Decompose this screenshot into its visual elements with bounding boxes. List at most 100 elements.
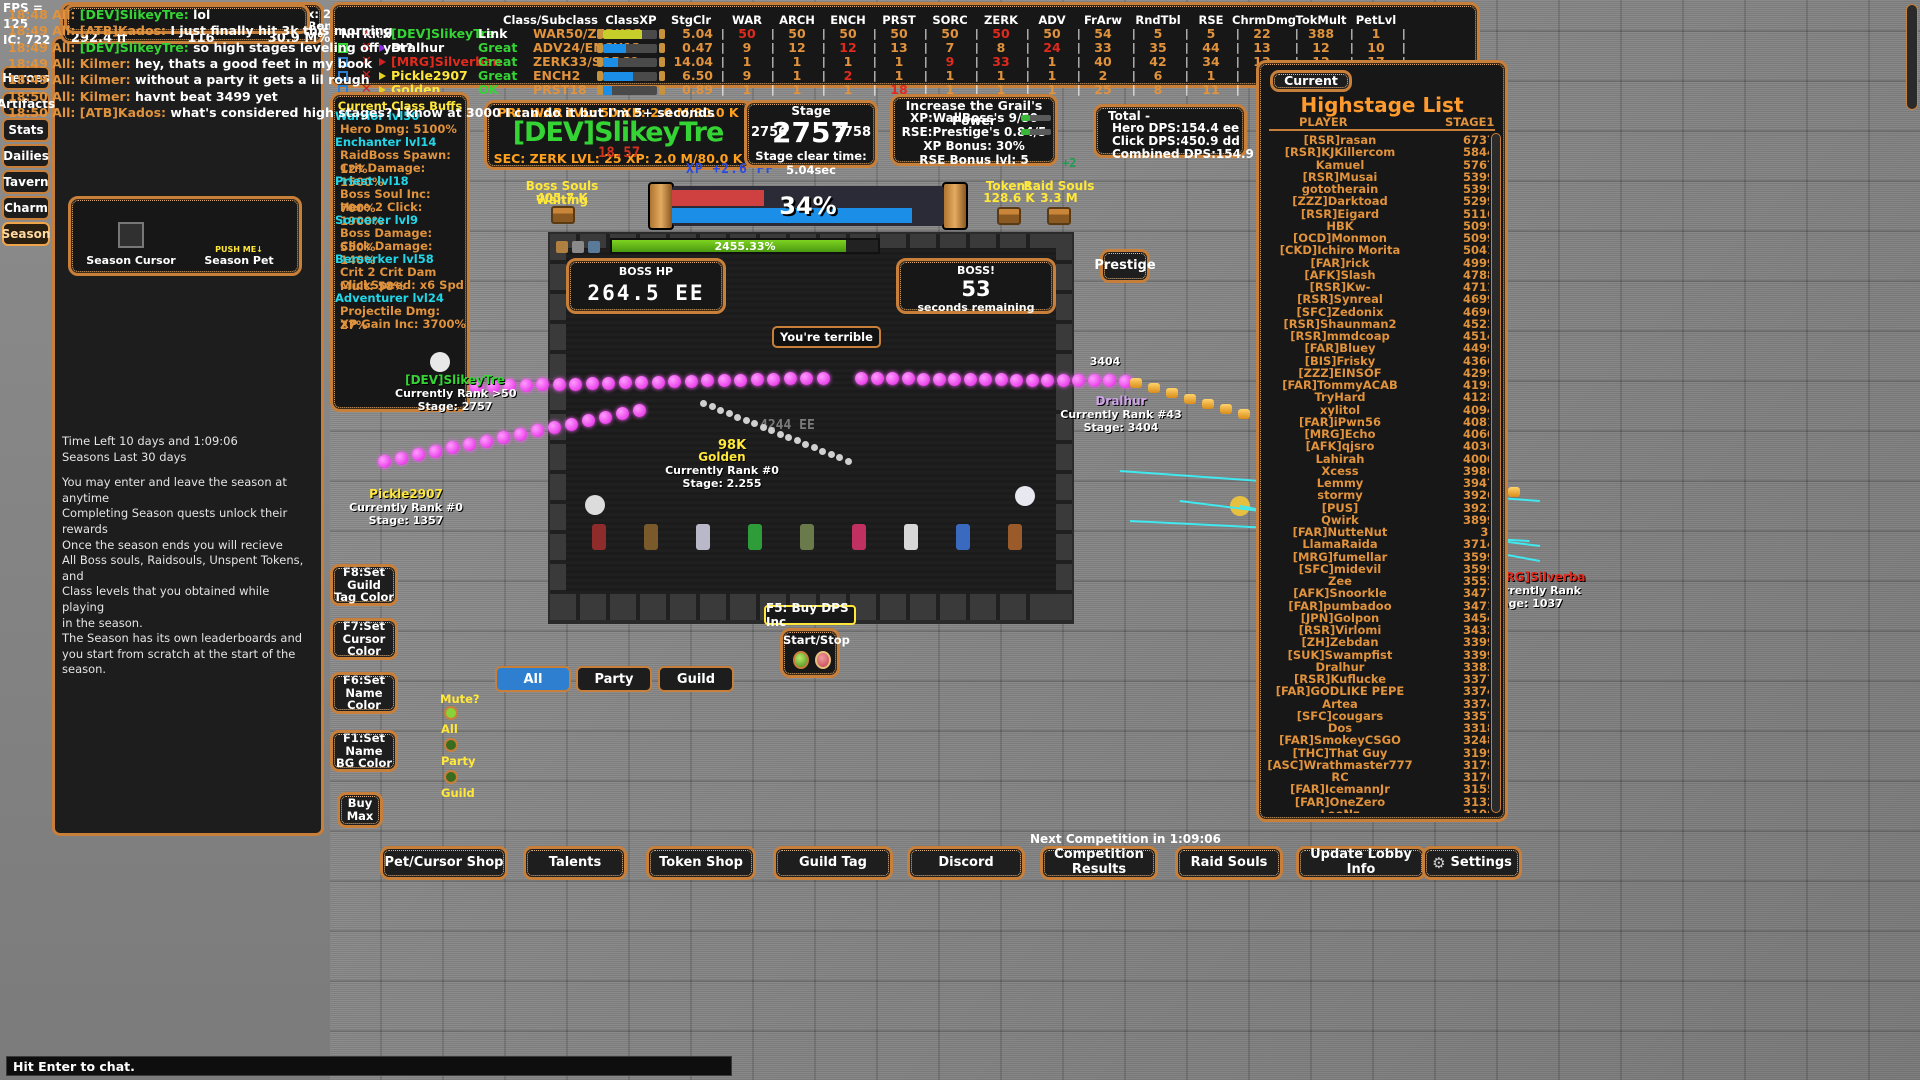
roster-player-name[interactable]: [MRG]Silverban (391, 54, 502, 69)
leaderboard-row[interactable]: [FAR]NutteNut 3? (1265, 525, 1489, 539)
sidebar-item-charm[interactable]: Charm (2, 196, 50, 220)
roster-player-name[interactable]: Pickle2907 (391, 68, 468, 83)
color-button-f7[interactable]: F7:Set Cursor Color (330, 618, 398, 660)
leaderboard-row[interactable]: xylitol 4094 (1265, 403, 1489, 417)
leaderboard-row[interactable]: [AFK]Snoorkle 3477 (1265, 586, 1489, 600)
leaderboard-row[interactable]: [OCD]Monmon 5099 (1265, 231, 1489, 245)
bottom-nav-pet-cursor-shop[interactable]: Pet/Cursor Shop (380, 846, 508, 880)
season-cursor-slot[interactable]: Season Cursor (81, 209, 181, 267)
chat-radio-all[interactable] (444, 706, 458, 720)
leaderboard-row[interactable]: stormy 3926 (1265, 488, 1489, 502)
buy-dps-button[interactable]: F5: Buy DPS Inc (764, 601, 856, 629)
leaderboard-row[interactable]: [RSR]Kuflucke 3377 (1265, 672, 1489, 686)
leaderboard-row[interactable]: [AFK]qjsro 4030 (1265, 439, 1489, 453)
roster-kick-button[interactable]: ✕ (361, 68, 372, 83)
leaderboard-current-button[interactable]: Current (1270, 70, 1352, 92)
season-pet-slot[interactable]: PUSH ME↓ Season Pet (189, 209, 289, 267)
raid-souls-chest-icon[interactable] (1047, 207, 1071, 225)
chat-radio-party[interactable] (444, 738, 458, 752)
sidebar-item-heroes[interactable]: Heroes (2, 66, 50, 90)
grail-upgrade-bar[interactable] (1021, 115, 1051, 121)
enemy-sprite[interactable] (956, 524, 970, 550)
hero-sprite[interactable] (585, 495, 605, 515)
roster-player-name[interactable]: [DEV]SlikeyTre (391, 26, 495, 41)
leaderboard-row[interactable]: [RSR]mmdcoap 4514 (1265, 329, 1489, 343)
leaderboard-row[interactable]: Dos 3318 (1265, 721, 1489, 735)
enemy-sprite[interactable] (644, 524, 658, 550)
sidebar-item-stats[interactable]: Stats (2, 118, 50, 142)
hero-sprite[interactable] (1015, 486, 1035, 506)
leaderboard-row[interactable]: Kamuel 5767 (1265, 158, 1489, 172)
roster-kick-button[interactable]: ✕ (361, 40, 372, 55)
roster-player-name[interactable]: Dralhur (391, 40, 445, 55)
leaderboard-row[interactable]: [AFK]Slash 4788 (1265, 268, 1489, 282)
leaderboard-row[interactable]: Xcess 3986 (1265, 464, 1489, 478)
leaderboard-row[interactable]: [PUS] 3921 (1265, 501, 1489, 515)
bottom-nav-update-lobby-info[interactable]: Update Lobby Info (1296, 846, 1426, 880)
leaderboard-row[interactable]: [SUK]Swampfist 3399 (1265, 648, 1489, 662)
sidebar-item-artifacts[interactable]: Artifacts (0, 92, 55, 116)
leaderboard-row[interactable]: gototherain 5399 (1265, 182, 1489, 196)
chat-tab-party[interactable]: Party (576, 666, 652, 692)
hero-sprite[interactable] (430, 352, 450, 372)
shield-icon[interactable] (572, 241, 584, 253)
leaderboard-row[interactable]: [FAR]SmokeyCSGO 3248 (1265, 733, 1489, 747)
leaderboard-rows[interactable]: [RSR]rasan6737[RSR]KJKillercom5844Kamuel… (1265, 133, 1489, 813)
leaderboard-row[interactable]: [FAR]Bluey 4499 (1265, 341, 1490, 355)
chat-tab-all[interactable]: All (495, 666, 571, 692)
leaderboard-row[interactable]: [FAR]IcemannJr 3155 (1265, 782, 1489, 796)
sword-icon[interactable] (556, 241, 568, 253)
enemy-sprite[interactable] (592, 524, 606, 550)
leaderboard-row[interactable]: [FAR]rick 4999 (1265, 256, 1489, 270)
chat-input[interactable]: Hit Enter to chat. (6, 1056, 732, 1076)
leaderboard-row[interactable]: [RSR]Shaunman2 4523 (1265, 317, 1489, 331)
sidebar-item-season[interactable]: Season (2, 222, 50, 246)
roster-nh-checkbox[interactable] (338, 57, 348, 67)
color-button-f1[interactable]: F1:Set Name BG Color (330, 730, 398, 772)
leaderboard-row[interactable]: LlamaRaida 3714 (1265, 537, 1489, 551)
leaderboard-row[interactable]: [ZZZ]Darktoad 5299 (1265, 194, 1489, 208)
leaderboard-row[interactable]: Zee 3553 (1265, 574, 1489, 588)
leaderboard-row[interactable]: [MRG]Echo 4060 (1265, 427, 1489, 441)
leaderboard-row[interactable]: [ASC]Wrathmaster777 3179 (1265, 758, 1489, 772)
leaderboard-row[interactable]: [RSR]Virlomi 3432 (1265, 623, 1489, 637)
player-roster-table[interactable]: Class/Subclass ClassXP StgClr WAR ARCH ENCH PR… (330, 2, 1480, 97)
roster-kick-button[interactable]: ✕ (361, 54, 372, 69)
stop-button[interactable] (815, 651, 831, 669)
arena-toolbar-icons[interactable] (556, 238, 606, 256)
leaderboard-row[interactable]: [THC]That Guy 3199 (1265, 746, 1489, 760)
roster-kick-button[interactable]: ✕ (361, 26, 372, 41)
leaderboard-row[interactable]: [RSR]Musai 5399 (1265, 170, 1489, 184)
leaderboard-row[interactable]: [JPN]Golpon 3454 (1265, 611, 1489, 625)
color-button-f8[interactable]: F8:Set Guild Tag Color (330, 564, 398, 606)
leaderboard-row[interactable]: [RSR]Kw- 4711 (1265, 280, 1489, 294)
leaderboard-row[interactable]: [MRG]fumellar 3599 (1265, 550, 1489, 564)
leaderboard-row[interactable]: [SFC]Zedonix 4696 (1265, 305, 1489, 319)
bottom-nav-raid-souls[interactable]: Raid Souls (1175, 846, 1283, 880)
leaderboard-row[interactable]: [FAR]pumbadoo 3471 (1265, 599, 1489, 613)
leaderboard-row[interactable]: Dralhur 3383 (1265, 660, 1489, 674)
bottom-nav-competition-results[interactable]: Competition Results (1040, 846, 1158, 880)
color-button-buymax[interactable]: Buy Max (337, 792, 383, 828)
leaderboard-scrollbar[interactable] (1491, 133, 1501, 813)
bottom-nav-discord[interactable]: Discord (907, 846, 1025, 880)
leaderboard-row[interactable]: [RSR]rasan 6737 (1265, 133, 1489, 147)
chat-mute-label[interactable]: Mute? (440, 692, 480, 706)
leaderboard-row[interactable]: [ZH]Zebdan 3399 (1265, 635, 1489, 649)
bottom-nav-guild-tag[interactable]: Guild Tag (773, 846, 893, 880)
leaderboard-row[interactable]: TryHard 4128 (1265, 390, 1489, 404)
season-slots-panel[interactable]: Season Cursor PUSH ME↓ Season Pet (68, 196, 302, 276)
chat-radio-guild[interactable] (444, 770, 458, 784)
enemy-sprite[interactable] (1008, 524, 1022, 550)
bottom-nav-talents[interactable]: Talents (523, 846, 627, 880)
bottom-nav-token-shop[interactable]: Token Shop (646, 846, 756, 880)
leaderboard-row[interactable]: [CKD]Ichiro Morita 5041 (1265, 243, 1489, 257)
leaderboard-row[interactable]: [RSR]KJKillercom 5844 (1265, 145, 1489, 159)
prestige-button[interactable]: Prestige (1094, 249, 1156, 283)
leaderboard-row[interactable]: [FAR]GODLIKE PEPE 3374 (1265, 684, 1489, 698)
leaderboard-row[interactable]: [FAR]iPwn56 4081 (1265, 415, 1489, 429)
enemy-sprite[interactable] (800, 524, 814, 550)
leaderboard-row[interactable]: HBK 5099 (1265, 219, 1489, 233)
leaderboard-row[interactable]: [SFC]midevil 3599 (1265, 562, 1489, 576)
chat-tab-guild[interactable]: Guild (658, 666, 734, 692)
